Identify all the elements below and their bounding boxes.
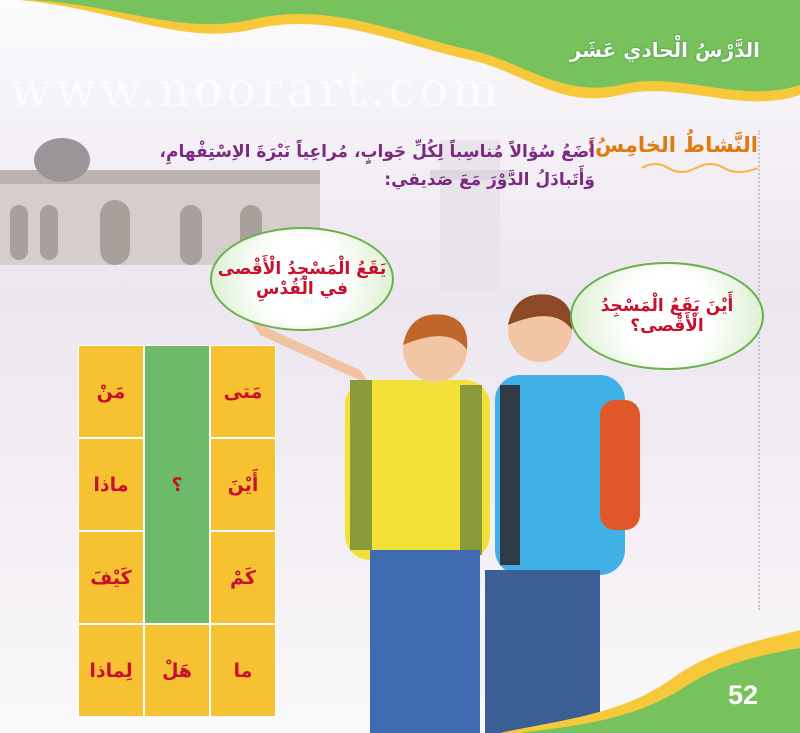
word-cell: أَيْنَ bbox=[210, 438, 276, 531]
question-words-table: مَنْ ؟ مَتى ماذا أَيْنَ كَيْفَ كَمْ لِما… bbox=[78, 345, 276, 717]
activity-title: النَّشاطُ الخامِسُ: bbox=[586, 133, 758, 157]
word-cell: هَلْ bbox=[144, 624, 210, 717]
mosque-illustration bbox=[0, 138, 510, 290]
page-number: 52 bbox=[727, 680, 758, 710]
word-cell: كَيْفَ bbox=[78, 531, 144, 624]
margin-divider bbox=[758, 130, 760, 610]
question-mark-cell: ؟ bbox=[144, 345, 210, 624]
lesson-title: الدَّرْسُ الْحادي عَشَر bbox=[569, 38, 760, 62]
header-wave bbox=[20, 0, 800, 102]
answer-speech-bubble: يَقَعُ الْمَسْجِدُ الْأَقْصى في الْقُدْس… bbox=[210, 227, 394, 331]
question-speech-bubble: أَيْنَ يَقَعُ الْمَسْجِدُ الْأَقْصى؟ bbox=[570, 262, 764, 370]
title-underline bbox=[641, 163, 759, 173]
instruction-line-1: أَضَعُ سُؤالاً مُناسِباً لِكُلِّ جَوابٍ،… bbox=[159, 142, 595, 162]
instruction-line-2: وَأَتَبادَلُ الدَّوْرَ مَعَ صَديقي: bbox=[384, 170, 595, 190]
word-cell: ما bbox=[210, 624, 276, 717]
activity-instructions: أَضَعُ سُؤالاً مُناسِباً لِكُلِّ جَوابٍ،… bbox=[35, 138, 595, 194]
word-cell: كَمْ bbox=[210, 531, 276, 624]
question-line-2: الْأَقْصى؟ bbox=[630, 316, 704, 336]
word-cell: لِماذا bbox=[78, 624, 144, 717]
answer-line-1: يَقَعُ الْمَسْجِدُ الْأَقْصى bbox=[217, 259, 387, 279]
children-photo bbox=[250, 294, 640, 733]
word-cell: ماذا bbox=[78, 438, 144, 531]
word-cell: مَنْ bbox=[78, 345, 144, 438]
footer-wave bbox=[500, 630, 800, 733]
word-cell: مَتى bbox=[210, 345, 276, 438]
question-line-1: أَيْنَ يَقَعُ الْمَسْجِدُ bbox=[600, 296, 734, 316]
watermark: www.noorart.com bbox=[10, 62, 502, 118]
answer-line-2: في الْقُدْسِ bbox=[256, 279, 348, 299]
